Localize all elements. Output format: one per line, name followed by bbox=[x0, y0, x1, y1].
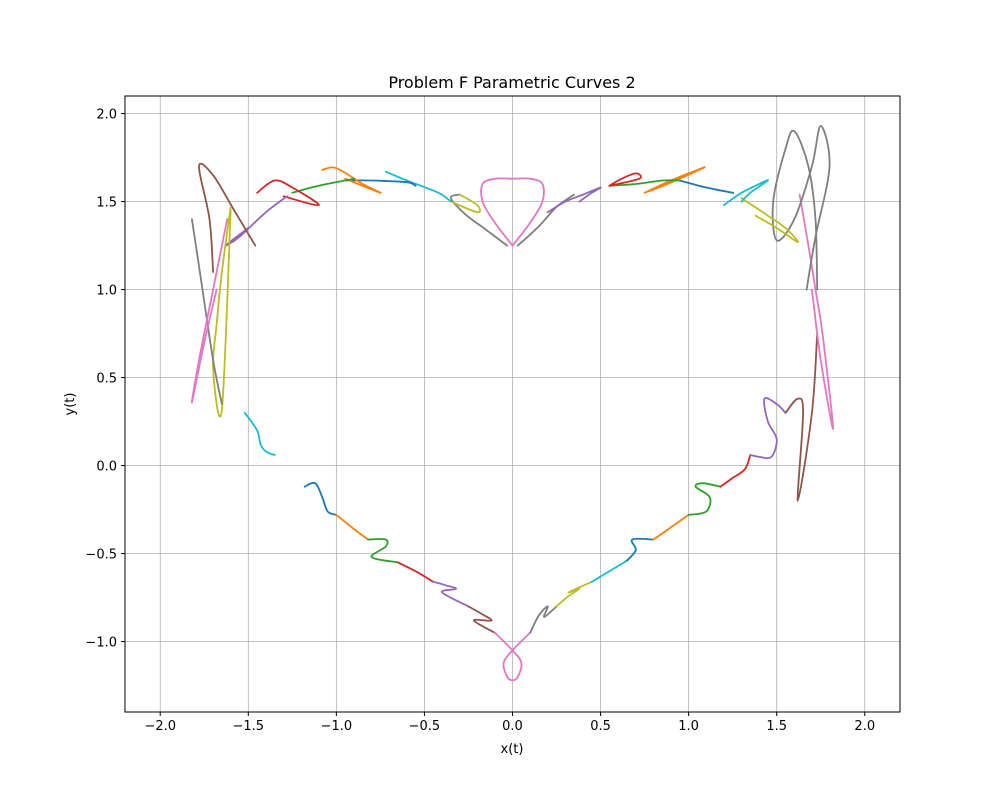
curve-23 bbox=[529, 605, 558, 634]
curve-14 bbox=[190, 218, 229, 404]
curve-20 bbox=[432, 580, 470, 608]
curve-2 bbox=[449, 193, 509, 247]
curve-1 bbox=[480, 177, 545, 247]
y-tick-label: −1.0 bbox=[85, 636, 117, 651]
y-tick-label: 2.0 bbox=[96, 108, 117, 123]
chart-title: Problem F Parametric Curves 2 bbox=[388, 73, 635, 92]
curve-4 bbox=[450, 193, 481, 214]
curve-series bbox=[190, 125, 834, 682]
y-tick-label: 0.5 bbox=[96, 372, 117, 387]
curve-16 bbox=[303, 481, 338, 516]
x-tick-label: 1.5 bbox=[766, 719, 787, 734]
curve-34 bbox=[740, 197, 799, 243]
grid-lines bbox=[125, 96, 900, 712]
curve-37 bbox=[643, 166, 706, 194]
curve-32 bbox=[798, 193, 834, 430]
curve-30 bbox=[749, 397, 787, 460]
y-axis-label: y(t) bbox=[63, 393, 78, 416]
curve-5 bbox=[384, 170, 452, 203]
curve-36 bbox=[678, 179, 735, 194]
y-tick-label: 1.5 bbox=[96, 196, 117, 211]
x-tick-label: −1.5 bbox=[233, 719, 265, 734]
y-tick-label: 1.0 bbox=[96, 284, 117, 299]
curve-33 bbox=[771, 125, 831, 291]
curve-11 bbox=[198, 162, 257, 273]
curve-28 bbox=[687, 482, 722, 516]
curve-25 bbox=[590, 559, 628, 583]
x-tick-label: 0.5 bbox=[590, 719, 611, 734]
curve-40 bbox=[546, 186, 602, 214]
curve-7 bbox=[321, 166, 382, 194]
curve-22 bbox=[494, 631, 531, 682]
curve-12 bbox=[212, 206, 232, 418]
curve-3 bbox=[516, 193, 575, 247]
curve-26 bbox=[626, 537, 655, 562]
curve-29 bbox=[719, 454, 752, 488]
x-tick-label: 1.0 bbox=[678, 719, 699, 734]
x-tick-label: −0.5 bbox=[409, 719, 441, 734]
y-tick-label: −0.5 bbox=[85, 548, 117, 563]
curve-35 bbox=[723, 179, 770, 206]
curve-38 bbox=[608, 179, 681, 187]
x-tick-label: −1.0 bbox=[321, 719, 353, 734]
curve-19 bbox=[397, 561, 435, 583]
curve-21 bbox=[467, 605, 496, 634]
curve-17 bbox=[335, 514, 369, 541]
curve-9 bbox=[256, 179, 320, 207]
x-tick-label: 0.0 bbox=[502, 719, 523, 734]
y-tick-label: 0.0 bbox=[96, 460, 117, 475]
curve-31 bbox=[784, 332, 819, 502]
x-tick-label: 2.0 bbox=[854, 719, 875, 734]
curve-39 bbox=[608, 172, 642, 187]
curve-24 bbox=[555, 580, 593, 608]
axis-ticks: −2.0 −1.5 −1.0 −0.5 0.0 0.5 1.0 1.5 2.0 −1.0 −0.5 0… bbox=[85, 108, 875, 734]
curve-27 bbox=[652, 514, 690, 541]
curve-15 bbox=[243, 411, 276, 456]
x-tick-label: −2.0 bbox=[144, 719, 176, 734]
x-axis-label: x(t) bbox=[501, 742, 524, 757]
curve-18 bbox=[367, 538, 399, 564]
